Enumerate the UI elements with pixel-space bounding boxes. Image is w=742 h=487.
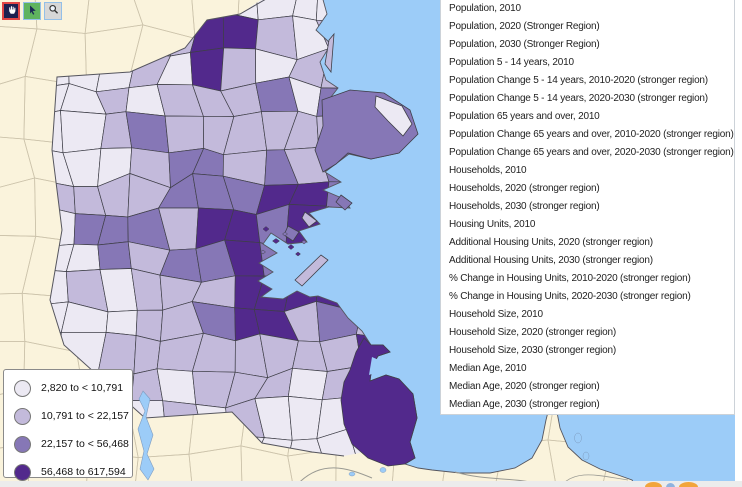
menu-item[interactable]: Households, 2030 (stronger region) (449, 201, 600, 212)
magnifier-icon (47, 3, 60, 19)
menu-item[interactable]: Population 65 years and over, 2010 (449, 111, 600, 122)
menu-item[interactable]: Population Change 5 - 14 years, 2010-202… (449, 75, 708, 86)
partial-marker-icon (645, 482, 662, 487)
menu-item[interactable]: Median Age, 2020 (stronger region) (449, 381, 600, 392)
legend-row: 56,468 to 617,594 (4, 458, 132, 486)
menu-item[interactable]: Population Change 65 years and over, 202… (449, 147, 734, 158)
legend-row: 2,820 to < 10,791 (4, 374, 132, 402)
menu-item[interactable]: Population Change 5 - 14 years, 2020-203… (449, 93, 708, 104)
partial-marker-icon (679, 482, 698, 487)
cursor-icon (26, 3, 39, 19)
menu-item[interactable]: Additional Housing Units, 2020 (stronger… (449, 237, 653, 248)
legend-swatch (14, 379, 31, 397)
legend-swatch (14, 435, 31, 453)
menu-item[interactable]: Population, 2020 (Stronger Region) (449, 21, 600, 32)
bottom-edge-strip (0, 481, 742, 487)
legend-swatch (14, 463, 31, 481)
right-edge-strip (735, 0, 742, 487)
layer-menu: Population, 2010 Population, 2020 (Strong… (440, 0, 735, 415)
legend-row: 10,791 to < 22,157 (4, 402, 132, 430)
menu-item[interactable]: Additional Housing Units, 2030 (stronger… (449, 255, 653, 266)
menu-item[interactable]: Household Size, 2020 (stronger region) (449, 327, 616, 338)
menu-item[interactable]: Household Size, 2010 (449, 309, 543, 320)
map-toolbar (2, 2, 62, 20)
map-legend: 2,820 to < 10,791 10,791 to < 22,157 22,15… (3, 369, 133, 481)
menu-item[interactable]: Median Age, 2030 (stronger region) (449, 399, 600, 410)
zoom-tool-button[interactable] (44, 2, 62, 20)
menu-item[interactable]: Population, 2030 (Stronger Region) (449, 39, 600, 50)
pan-tool-button[interactable] (2, 2, 20, 20)
legend-row: 22,157 to < 56,468 (4, 430, 132, 458)
legend-swatch (14, 407, 31, 425)
hand-icon (5, 3, 18, 19)
menu-item[interactable]: Population, 2010 (449, 3, 521, 14)
menu-item[interactable]: Median Age, 2010 (449, 363, 527, 374)
legend-label: 10,791 to < 22,157 (41, 410, 129, 422)
menu-item[interactable]: Household Size, 2030 (stronger region) (449, 345, 616, 356)
menu-item[interactable]: Housing Units, 2010 (449, 219, 536, 230)
menu-item[interactable]: Population Change 65 years and over, 201… (449, 129, 734, 140)
menu-item[interactable]: % Change in Housing Units, 2010-2020 (st… (449, 273, 691, 284)
menu-item[interactable]: Households, 2010 (449, 165, 527, 176)
legend-label: 56,468 to 617,594 (41, 466, 126, 478)
menu-item[interactable]: Population 5 - 14 years, 2010 (449, 57, 574, 68)
legend-label: 22,157 to < 56,468 (41, 438, 129, 450)
menu-item[interactable]: % Change in Housing Units, 2020-2030 (st… (449, 291, 691, 302)
legend-label: 2,820 to < 10,791 (41, 382, 124, 394)
menu-item[interactable]: Households, 2020 (stronger region) (449, 183, 600, 194)
select-tool-button[interactable] (23, 2, 41, 20)
partial-marker-icon (666, 483, 675, 487)
